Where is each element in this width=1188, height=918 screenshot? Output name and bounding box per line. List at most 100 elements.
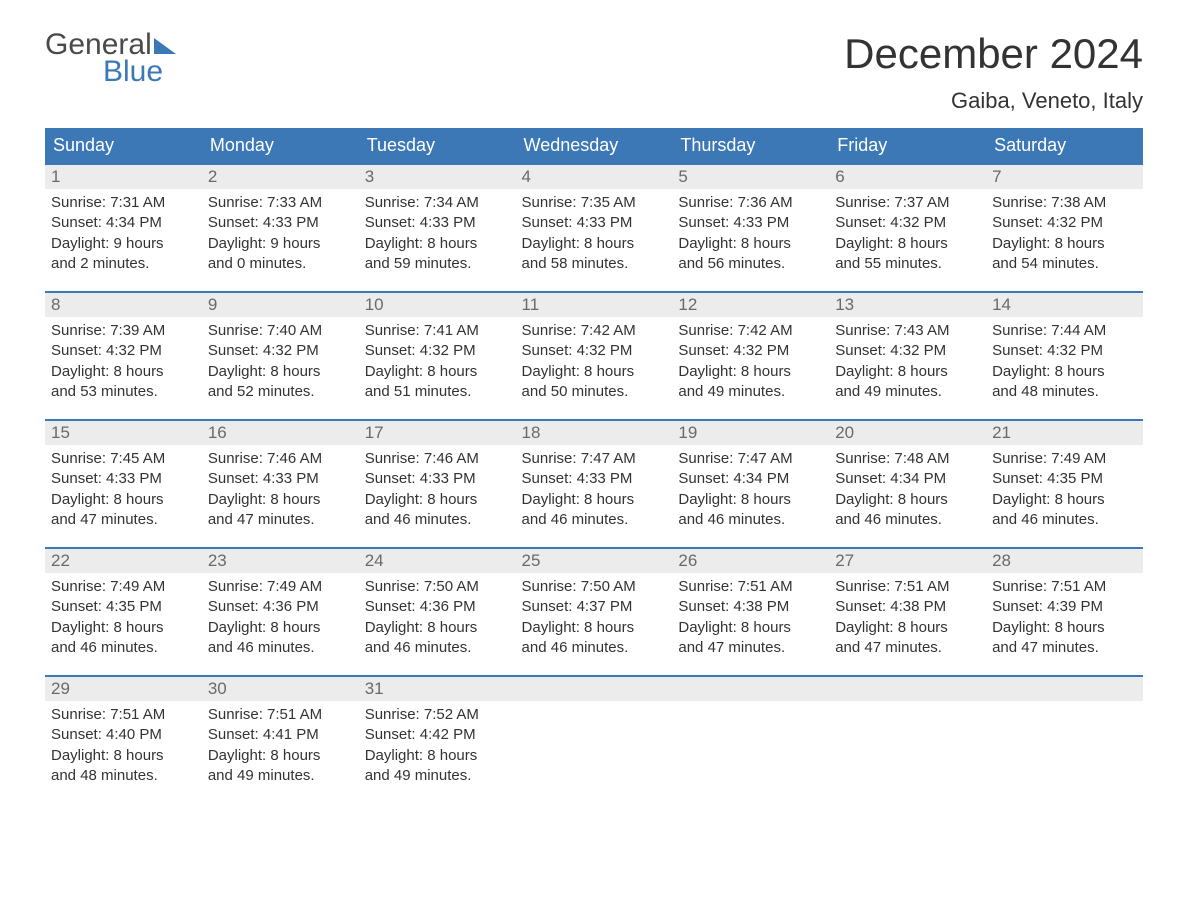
day-details: Sunrise: 7:46 AMSunset: 4:33 PMDaylight:… bbox=[359, 445, 516, 538]
daylight-text-line2: and 55 minutes. bbox=[835, 254, 980, 274]
weekday-header: Sunday bbox=[45, 128, 202, 163]
calendar-cell: 23Sunrise: 7:49 AMSunset: 4:36 PMDayligh… bbox=[202, 547, 359, 675]
sunrise-text: Sunrise: 7:50 AM bbox=[522, 577, 667, 597]
calendar-cell: 5Sunrise: 7:36 AMSunset: 4:33 PMDaylight… bbox=[672, 163, 829, 291]
sunset-text: Sunset: 4:39 PM bbox=[992, 597, 1137, 617]
sunrise-text: Sunrise: 7:36 AM bbox=[678, 193, 823, 213]
day-details: Sunrise: 7:51 AMSunset: 4:38 PMDaylight:… bbox=[829, 573, 986, 666]
sunset-text: Sunset: 4:38 PM bbox=[835, 597, 980, 617]
sunrise-text: Sunrise: 7:43 AM bbox=[835, 321, 980, 341]
daylight-text-line2: and 46 minutes. bbox=[522, 638, 667, 658]
calendar-cell: 20Sunrise: 7:48 AMSunset: 4:34 PMDayligh… bbox=[829, 419, 986, 547]
daylight-text-line1: Daylight: 8 hours bbox=[992, 234, 1137, 254]
calendar-table: Sunday Monday Tuesday Wednesday Thursday… bbox=[45, 128, 1143, 803]
daylight-text-line1: Daylight: 8 hours bbox=[208, 746, 353, 766]
calendar-cell: .. bbox=[986, 675, 1143, 803]
day-details: Sunrise: 7:42 AMSunset: 4:32 PMDaylight:… bbox=[672, 317, 829, 410]
calendar-cell: 26Sunrise: 7:51 AMSunset: 4:38 PMDayligh… bbox=[672, 547, 829, 675]
calendar-cell: 3Sunrise: 7:34 AMSunset: 4:33 PMDaylight… bbox=[359, 163, 516, 291]
day-number: 7 bbox=[986, 163, 1143, 189]
daylight-text-line1: Daylight: 8 hours bbox=[678, 234, 823, 254]
daylight-text-line1: Daylight: 8 hours bbox=[51, 490, 196, 510]
sunset-text: Sunset: 4:32 PM bbox=[208, 341, 353, 361]
sunset-text: Sunset: 4:32 PM bbox=[522, 341, 667, 361]
daylight-text-line2: and 46 minutes. bbox=[365, 510, 510, 530]
sunset-text: Sunset: 4:37 PM bbox=[522, 597, 667, 617]
sunset-text: Sunset: 4:34 PM bbox=[835, 469, 980, 489]
day-details: Sunrise: 7:41 AMSunset: 4:32 PMDaylight:… bbox=[359, 317, 516, 410]
sunrise-text: Sunrise: 7:38 AM bbox=[992, 193, 1137, 213]
weekday-header: Tuesday bbox=[359, 128, 516, 163]
day-details: Sunrise: 7:39 AMSunset: 4:32 PMDaylight:… bbox=[45, 317, 202, 410]
daylight-text-line1: Daylight: 8 hours bbox=[835, 618, 980, 638]
sunset-text: Sunset: 4:36 PM bbox=[365, 597, 510, 617]
day-number: . bbox=[516, 675, 673, 701]
calendar-cell: 25Sunrise: 7:50 AMSunset: 4:37 PMDayligh… bbox=[516, 547, 673, 675]
sunset-text: Sunset: 4:42 PM bbox=[365, 725, 510, 745]
calendar-cell: 14Sunrise: 7:44 AMSunset: 4:32 PMDayligh… bbox=[986, 291, 1143, 419]
calendar-cell: 13Sunrise: 7:43 AMSunset: 4:32 PMDayligh… bbox=[829, 291, 986, 419]
day-number: 11 bbox=[516, 291, 673, 317]
day-details: Sunrise: 7:49 AMSunset: 4:36 PMDaylight:… bbox=[202, 573, 359, 666]
day-details: Sunrise: 7:35 AMSunset: 4:33 PMDaylight:… bbox=[516, 189, 673, 282]
sunrise-text: Sunrise: 7:49 AM bbox=[992, 449, 1137, 469]
day-details: Sunrise: 7:51 AMSunset: 4:41 PMDaylight:… bbox=[202, 701, 359, 794]
sunset-text: Sunset: 4:33 PM bbox=[365, 213, 510, 233]
sunrise-text: Sunrise: 7:31 AM bbox=[51, 193, 196, 213]
sunrise-text: Sunrise: 7:51 AM bbox=[835, 577, 980, 597]
daylight-text-line1: Daylight: 8 hours bbox=[208, 362, 353, 382]
daylight-text-line1: Daylight: 8 hours bbox=[51, 618, 196, 638]
sunrise-text: Sunrise: 7:50 AM bbox=[365, 577, 510, 597]
day-details: Sunrise: 7:46 AMSunset: 4:33 PMDaylight:… bbox=[202, 445, 359, 538]
daylight-text-line1: Daylight: 8 hours bbox=[365, 490, 510, 510]
calendar-cell: 29Sunrise: 7:51 AMSunset: 4:40 PMDayligh… bbox=[45, 675, 202, 803]
calendar-cell: 4Sunrise: 7:35 AMSunset: 4:33 PMDaylight… bbox=[516, 163, 673, 291]
sunrise-text: Sunrise: 7:51 AM bbox=[992, 577, 1137, 597]
calendar-row: 29Sunrise: 7:51 AMSunset: 4:40 PMDayligh… bbox=[45, 675, 1143, 803]
daylight-text-line2: and 46 minutes. bbox=[992, 510, 1137, 530]
sunrise-text: Sunrise: 7:39 AM bbox=[51, 321, 196, 341]
day-number: 18 bbox=[516, 419, 673, 445]
day-number: 26 bbox=[672, 547, 829, 573]
daylight-text-line1: Daylight: 8 hours bbox=[208, 490, 353, 510]
day-details: Sunrise: 7:38 AMSunset: 4:32 PMDaylight:… bbox=[986, 189, 1143, 282]
sunrise-text: Sunrise: 7:40 AM bbox=[208, 321, 353, 341]
daylight-text-line1: Daylight: 8 hours bbox=[365, 362, 510, 382]
sunset-text: Sunset: 4:33 PM bbox=[365, 469, 510, 489]
day-details: Sunrise: 7:48 AMSunset: 4:34 PMDaylight:… bbox=[829, 445, 986, 538]
logo-text-line2: Blue bbox=[45, 57, 176, 87]
weekday-header: Thursday bbox=[672, 128, 829, 163]
calendar-cell: 19Sunrise: 7:47 AMSunset: 4:34 PMDayligh… bbox=[672, 419, 829, 547]
daylight-text-line2: and 48 minutes. bbox=[992, 382, 1137, 402]
day-number: 15 bbox=[45, 419, 202, 445]
day-details: Sunrise: 7:43 AMSunset: 4:32 PMDaylight:… bbox=[829, 317, 986, 410]
daylight-text-line2: and 49 minutes. bbox=[678, 382, 823, 402]
calendar-cell: 2Sunrise: 7:33 AMSunset: 4:33 PMDaylight… bbox=[202, 163, 359, 291]
daylight-text-line2: and 47 minutes. bbox=[992, 638, 1137, 658]
daylight-text-line2: and 47 minutes. bbox=[208, 510, 353, 530]
day-number: . bbox=[829, 675, 986, 701]
weekday-header: Friday bbox=[829, 128, 986, 163]
day-details: Sunrise: 7:47 AMSunset: 4:33 PMDaylight:… bbox=[516, 445, 673, 538]
month-title: December 2024 bbox=[844, 30, 1143, 78]
day-number: 27 bbox=[829, 547, 986, 573]
day-details: Sunrise: 7:45 AMSunset: 4:33 PMDaylight:… bbox=[45, 445, 202, 538]
day-number: 5 bbox=[672, 163, 829, 189]
calendar-row: 15Sunrise: 7:45 AMSunset: 4:33 PMDayligh… bbox=[45, 419, 1143, 547]
day-number: . bbox=[672, 675, 829, 701]
sunset-text: Sunset: 4:41 PM bbox=[208, 725, 353, 745]
day-number: 22 bbox=[45, 547, 202, 573]
day-details: Sunrise: 7:51 AMSunset: 4:40 PMDaylight:… bbox=[45, 701, 202, 794]
daylight-text-line1: Daylight: 8 hours bbox=[992, 490, 1137, 510]
day-number: 2 bbox=[202, 163, 359, 189]
daylight-text-line1: Daylight: 8 hours bbox=[992, 362, 1137, 382]
day-number: 13 bbox=[829, 291, 986, 317]
logo-triangle-icon bbox=[154, 38, 176, 54]
day-number: 6 bbox=[829, 163, 986, 189]
daylight-text-line1: Daylight: 8 hours bbox=[835, 490, 980, 510]
day-number: 29 bbox=[45, 675, 202, 701]
daylight-text-line2: and 53 minutes. bbox=[51, 382, 196, 402]
day-details: Sunrise: 7:51 AMSunset: 4:38 PMDaylight:… bbox=[672, 573, 829, 666]
calendar-cell: 21Sunrise: 7:49 AMSunset: 4:35 PMDayligh… bbox=[986, 419, 1143, 547]
day-details: Sunrise: 7:50 AMSunset: 4:37 PMDaylight:… bbox=[516, 573, 673, 666]
